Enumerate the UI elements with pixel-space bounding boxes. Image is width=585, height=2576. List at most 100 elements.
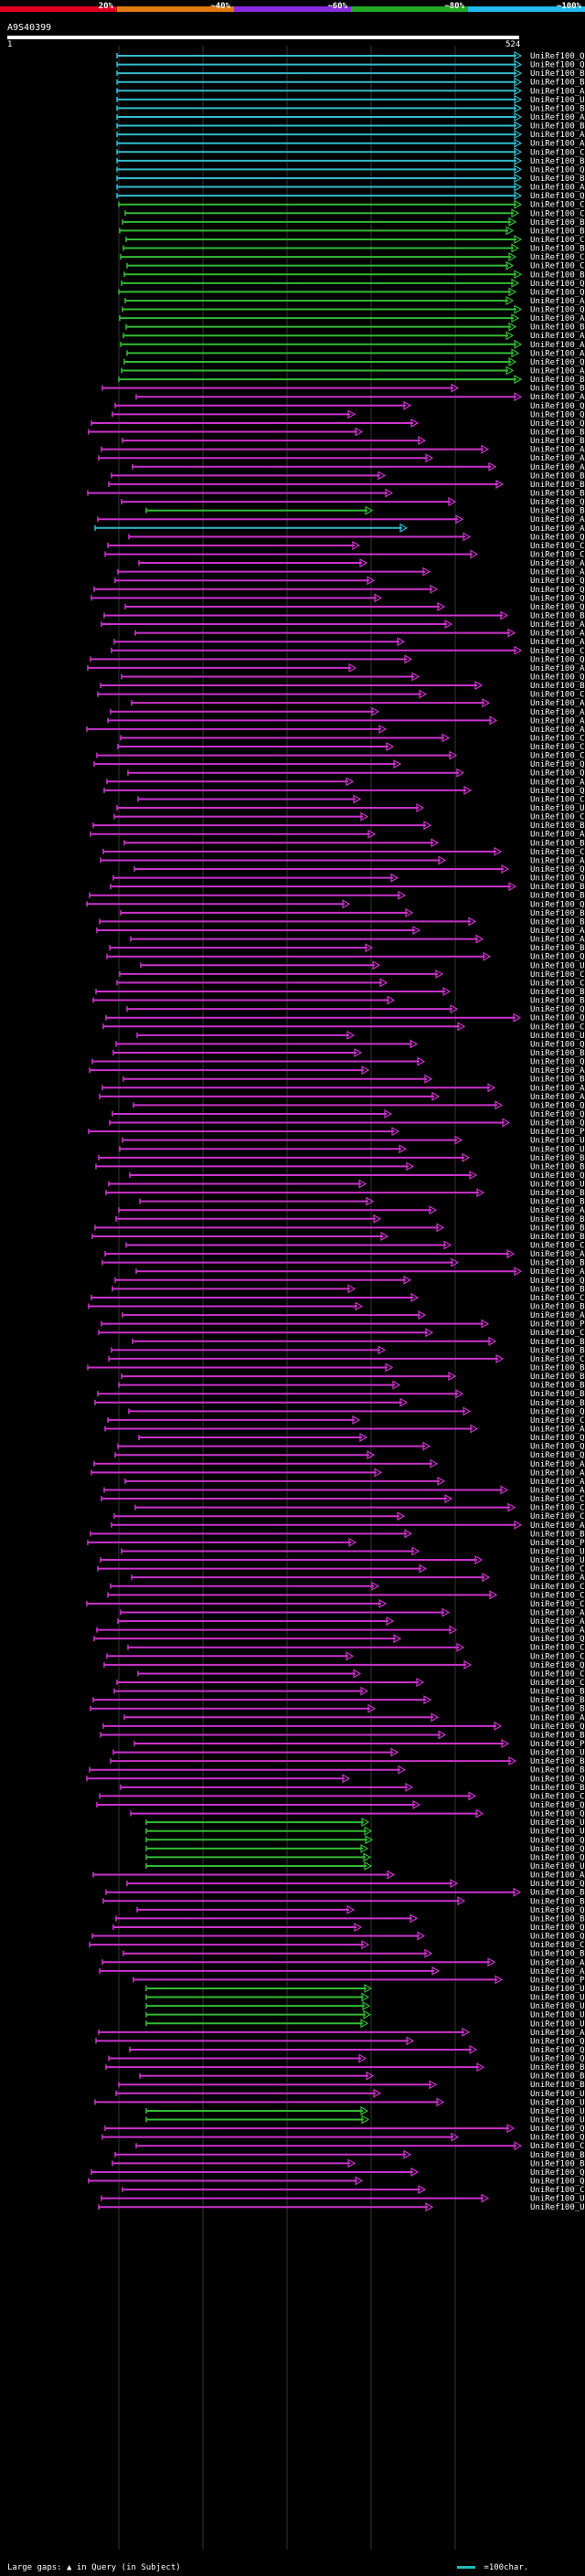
hit-label[interactable]: UniRef100_B6TDP3	[530, 245, 585, 254]
hit-label[interactable]: UniRef100_UP1000..	[530, 1994, 585, 2003]
hit-label[interactable]: UniRef100_C1FD11	[530, 1329, 585, 1338]
hit-label[interactable]: UniRef100_B6TRX5	[530, 839, 585, 848]
hit-label[interactable]: UniRef100_UP1000..	[530, 1145, 585, 1154]
hit-label[interactable]: UniRef100_C5DGJ6	[530, 1416, 585, 1426]
hit-label[interactable]: UniRef100_C5X5S2	[530, 253, 585, 262]
hit-label[interactable]: UniRef100_P33324	[530, 1128, 585, 1137]
hit-label[interactable]: UniRef100_Q1E664	[530, 1933, 585, 1942]
hit-label[interactable]: UniRef100_P24859	[530, 1320, 585, 1330]
hit-label[interactable]: UniRef100_UP1000..	[530, 2019, 585, 2029]
hit-label[interactable]: UniRef100_UP1000..	[530, 2195, 585, 2204]
hit-label[interactable]: UniRef100_B9T4M4	[530, 1189, 585, 1198]
hit-label[interactable]: UniRef100_C5WSV0	[530, 236, 585, 245]
hit-label[interactable]: UniRef100_B6T818	[530, 490, 585, 499]
hit-label[interactable]: UniRef100_B9FHX5	[530, 1162, 585, 1171]
hit-label[interactable]: UniRef100_Q4P7D7	[530, 1407, 585, 1416]
hit-label[interactable]: UniRef100_A8MQ53	[530, 1486, 585, 1495]
hit-label[interactable]: UniRef100_A9PBW5	[530, 87, 585, 96]
hit-label[interactable]: UniRef100_Q4R458	[530, 1277, 585, 1286]
hit-label[interactable]: UniRef100_B9RG95	[530, 69, 585, 79]
hit-label[interactable]: UniRef100_B3NF22	[530, 1914, 585, 1924]
hit-label[interactable]: UniRef100_Q4PHB5	[530, 1119, 585, 1129]
hit-label[interactable]: UniRef100_B7ZBD1	[530, 1784, 585, 1793]
hit-label[interactable]: UniRef100_Q9FNL7	[530, 1040, 585, 1049]
hit-label[interactable]: UniRef100_B6K2U6	[530, 1364, 585, 1373]
hit-label[interactable]: UniRef100_C5XYP7	[530, 647, 585, 656]
hit-label[interactable]: UniRef100_Q86JC9	[530, 787, 585, 796]
hit-label[interactable]: UniRef100_Q4P1H2	[530, 2178, 585, 2187]
hit-label[interactable]: UniRef100_UP1000..	[530, 1181, 585, 1190]
hit-label[interactable]: UniRef100_A9SE76	[530, 1093, 585, 1102]
hit-label[interactable]: UniRef100_B3H6V7	[530, 122, 585, 132]
hit-label[interactable]: UniRef100_P24280	[530, 1539, 585, 1548]
hit-label[interactable]: UniRef100_B7FL09	[530, 175, 585, 184]
hit-label[interactable]: UniRef100_C4JKI6	[530, 1023, 585, 1032]
hit-label[interactable]: UniRef100_B7G6W4	[530, 1346, 585, 1355]
hit-label[interactable]: UniRef100_B4FUZ4	[530, 1399, 585, 1408]
hit-label[interactable]: UniRef100_B6T191	[530, 1757, 585, 1766]
hit-label[interactable]: UniRef100_UP1000..	[530, 2098, 585, 2107]
hit-label[interactable]: UniRef100_B9EZI1	[530, 1688, 585, 1697]
hit-label[interactable]: UniRef100_A2X9R2	[530, 936, 585, 945]
hit-label[interactable]: UniRef100_Q3PYY3	[530, 655, 585, 664]
hit-label[interactable]: UniRef100_Q6FWD9	[530, 1171, 585, 1181]
hit-label[interactable]: UniRef100_B9GZ17	[530, 104, 585, 113]
hit-label[interactable]: UniRef100_B9DRR4	[530, 611, 585, 620]
hit-label[interactable]: UniRef100_A6NLP4	[530, 726, 585, 735]
hit-label[interactable]: UniRef100_A8PLY0	[530, 708, 585, 717]
hit-label[interactable]: UniRef100_B9GMU3	[530, 79, 585, 88]
hit-label[interactable]: UniRef100_Q0LM14	[530, 577, 585, 586]
hit-label[interactable]: UniRef100_B9GWW6	[530, 2063, 585, 2072]
hit-label[interactable]: UniRef100_UP1000..	[530, 1818, 585, 1828]
hit-label[interactable]: UniRef100_B4UP13	[530, 1897, 585, 1906]
hit-label[interactable]: UniRef100_Q3EDC4	[530, 419, 585, 429]
hit-label[interactable]: UniRef100_A2R2R0	[530, 1521, 585, 1531]
hit-label[interactable]: UniRef100_A9TWR4	[530, 1460, 585, 1469]
hit-label[interactable]: UniRef100_C5M2Y6	[530, 1242, 585, 1251]
hit-label[interactable]: UniRef100_B9RDP3	[530, 1076, 585, 1085]
hit-label[interactable]: UniRef100_B5VPK5	[530, 1530, 585, 1539]
hit-label[interactable]: UniRef100_Q1DH39	[530, 1723, 585, 1732]
hit-label[interactable]: UniRef100_C0P603	[530, 209, 585, 218]
hit-label[interactable]: UniRef100_B9EV28	[530, 323, 585, 333]
hit-label[interactable]: UniRef100_B9RH56	[530, 157, 585, 166]
hit-label[interactable]: UniRef100_A6NZW7	[530, 559, 585, 568]
hit-label[interactable]: UniRef100_UP1000..	[530, 2203, 585, 2212]
hit-label[interactable]: UniRef100_A5BED3	[530, 140, 585, 149]
hit-label[interactable]: UniRef100_B9RJH0	[530, 1338, 585, 1347]
hit-label[interactable]: UniRef100_B9F7M0	[530, 507, 585, 516]
hit-label[interactable]: UniRef100_B9S9H0	[530, 2151, 585, 2160]
hit-label[interactable]: UniRef100_Q9FWR9	[530, 2125, 585, 2134]
hit-label[interactable]: UniRef100_Q6GPB3	[530, 1836, 585, 1845]
hit-label[interactable]: UniRef100_Q29E35	[530, 1906, 585, 1915]
hit-label[interactable]: UniRef100_Q8NY48	[530, 586, 585, 595]
hit-label[interactable]: UniRef100_UP1000..	[530, 2011, 585, 2020]
hit-label[interactable]: UniRef100_UP1000..	[530, 2002, 585, 2011]
hit-label[interactable]: UniRef100_A4HNZ5	[530, 1617, 585, 1627]
hit-label[interactable]: UniRef100_C5NBJ4	[530, 1670, 585, 1679]
hit-label[interactable]: UniRef100_B2B616	[530, 1731, 585, 1740]
hit-label[interactable]: UniRef100_A2XBH1	[530, 1311, 585, 1320]
hit-label[interactable]: UniRef100_B9T773	[530, 1224, 585, 1233]
hit-label[interactable]: UniRef100_C9SE16	[530, 1600, 585, 1609]
hit-label[interactable]: UniRef100_B7FMJ3	[530, 376, 585, 385]
hit-label[interactable]: UniRef100_B6TYX3	[530, 1303, 585, 1312]
hit-label[interactable]: UniRef100_C3BGN0	[530, 1792, 585, 1801]
hit-label[interactable]: UniRef100_B9HUH3	[530, 437, 585, 446]
hit-label[interactable]: UniRef100_UP1000..	[530, 96, 585, 105]
hit-label[interactable]: UniRef100_B9SE10	[530, 481, 585, 490]
hit-label[interactable]: UniRef100_UP1000..	[530, 2116, 585, 2125]
hit-label[interactable]: UniRef100_B9KGN7	[530, 822, 585, 831]
hit-label[interactable]: UniRef100_A9SXR2	[530, 1871, 585, 1881]
hit-label[interactable]: UniRef100_C5FDY7	[530, 1941, 585, 1950]
hit-label[interactable]: UniRef100_B4IYW3	[530, 1198, 585, 1207]
hit-label[interactable]: UniRef100_B2WKN2	[530, 1950, 585, 1959]
hit-label[interactable]: UniRef100_A6ZRL1	[530, 1958, 585, 1967]
hit-label[interactable]: UniRef100_A7P3W1	[530, 463, 585, 472]
hit-label[interactable]: UniRef100_B6K0R6	[530, 1705, 585, 1714]
hit-label[interactable]: UniRef100_C9PL03	[530, 691, 585, 700]
hit-label[interactable]: UniRef100_Q17J45	[530, 1005, 585, 1014]
hit-label[interactable]: UniRef100_Q75GU9	[530, 603, 585, 612]
hit-label[interactable]: UniRef100_Q8VWW0	[530, 165, 585, 175]
hit-label[interactable]: UniRef100_A9NW30	[530, 314, 585, 323]
